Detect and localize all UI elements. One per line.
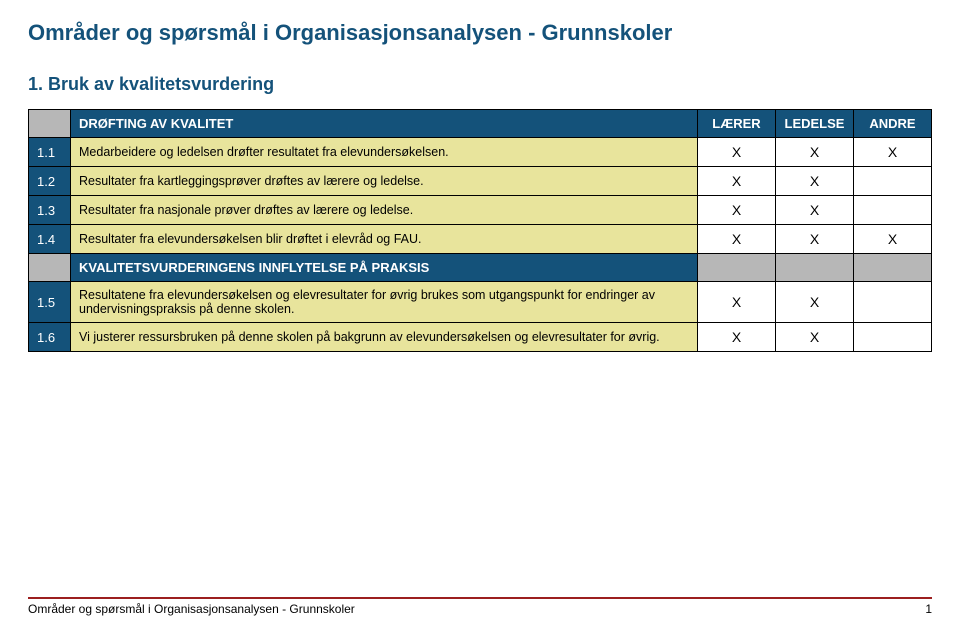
subheader-blank bbox=[776, 254, 854, 282]
row-mark bbox=[854, 167, 932, 196]
row-mark: X bbox=[854, 138, 932, 167]
table-row: 1.2 Resultater fra kartleggingsprøver dr… bbox=[29, 167, 932, 196]
row-mark bbox=[854, 196, 932, 225]
header-col-0: LÆRER bbox=[698, 110, 776, 138]
subheader-blank bbox=[854, 254, 932, 282]
table-subheader-row: KVALITETSVURDERINGENS INNFLYTELSE PÅ PRA… bbox=[29, 254, 932, 282]
subheader-blank bbox=[29, 254, 71, 282]
section-title: 1. Bruk av kvalitetsvurdering bbox=[28, 74, 932, 95]
row-mark: X bbox=[776, 323, 854, 352]
row-desc: Medarbeidere og ledelsen drøfter resulta… bbox=[71, 138, 698, 167]
row-mark: X bbox=[698, 323, 776, 352]
row-desc: Resultater fra kartleggingsprøver drøfte… bbox=[71, 167, 698, 196]
subheader-blank bbox=[698, 254, 776, 282]
table-header-row: DRØFTING AV KVALITET LÆRER LEDELSE ANDRE bbox=[29, 110, 932, 138]
header-blank bbox=[29, 110, 71, 138]
row-mark: X bbox=[776, 138, 854, 167]
row-desc: Resultatene fra elevundersøkelsen og ele… bbox=[71, 282, 698, 323]
header-col-1: LEDELSE bbox=[776, 110, 854, 138]
row-mark: X bbox=[698, 282, 776, 323]
subheader-title: KVALITETSVURDERINGENS INNFLYTELSE PÅ PRA… bbox=[71, 254, 698, 282]
row-idx: 1.5 bbox=[29, 282, 71, 323]
row-idx: 1.3 bbox=[29, 196, 71, 225]
table-row: 1.1 Medarbeidere og ledelsen drøfter res… bbox=[29, 138, 932, 167]
row-mark: X bbox=[698, 138, 776, 167]
footer-page-number: 1 bbox=[925, 602, 932, 616]
quality-table: DRØFTING AV KVALITET LÆRER LEDELSE ANDRE… bbox=[28, 109, 932, 352]
row-mark: X bbox=[776, 167, 854, 196]
row-idx: 1.1 bbox=[29, 138, 71, 167]
row-idx: 1.2 bbox=[29, 167, 71, 196]
row-mark: X bbox=[776, 282, 854, 323]
row-desc: Resultater fra nasjonale prøver drøftes … bbox=[71, 196, 698, 225]
table-row: 1.4 Resultater fra elevundersøkelsen bli… bbox=[29, 225, 932, 254]
row-desc: Vi justerer ressursbruken på denne skole… bbox=[71, 323, 698, 352]
table-row: 1.3 Resultater fra nasjonale prøver drøf… bbox=[29, 196, 932, 225]
footer-rule bbox=[28, 597, 932, 599]
row-mark: X bbox=[776, 196, 854, 225]
table-row: 1.6 Vi justerer ressursbruken på denne s… bbox=[29, 323, 932, 352]
table-row: 1.5 Resultatene fra elevundersøkelsen og… bbox=[29, 282, 932, 323]
row-mark: X bbox=[698, 196, 776, 225]
header-title: DRØFTING AV KVALITET bbox=[71, 110, 698, 138]
row-mark: X bbox=[698, 167, 776, 196]
row-mark: X bbox=[698, 225, 776, 254]
row-mark bbox=[854, 323, 932, 352]
header-col-2: ANDRE bbox=[854, 110, 932, 138]
page-title: Områder og spørsmål i Organisasjonsanaly… bbox=[28, 20, 932, 46]
row-mark: X bbox=[854, 225, 932, 254]
row-idx: 1.4 bbox=[29, 225, 71, 254]
footer-left: Områder og spørsmål i Organisasjonsanaly… bbox=[28, 602, 355, 616]
row-mark bbox=[854, 282, 932, 323]
row-idx: 1.6 bbox=[29, 323, 71, 352]
row-desc: Resultater fra elevundersøkelsen blir dr… bbox=[71, 225, 698, 254]
page-footer: Områder og spørsmål i Organisasjonsanaly… bbox=[28, 597, 932, 616]
row-mark: X bbox=[776, 225, 854, 254]
